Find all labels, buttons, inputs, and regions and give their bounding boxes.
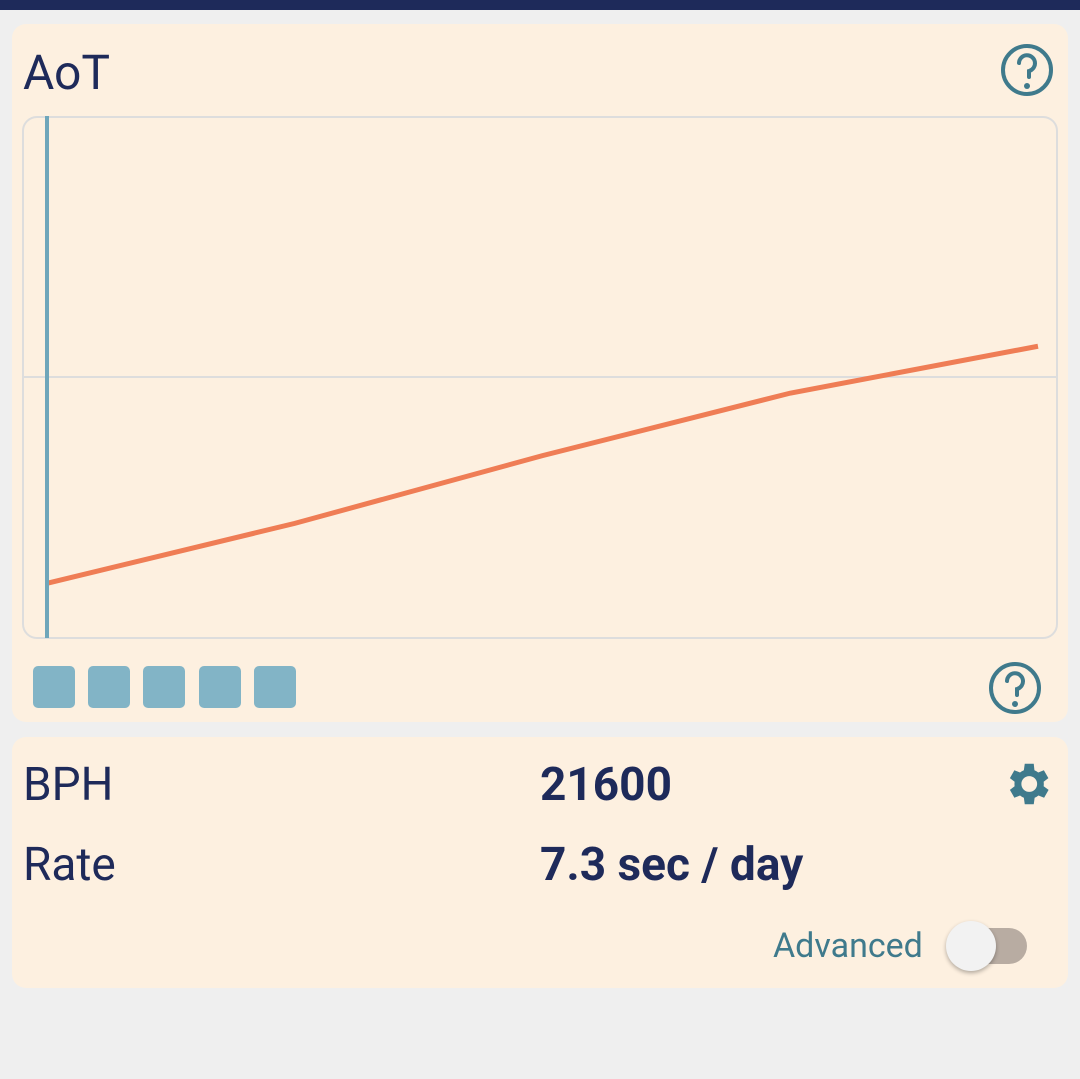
help-icon[interactable] — [989, 662, 1041, 714]
help-dot — [1024, 83, 1030, 89]
help-dot — [1012, 701, 1018, 707]
gear-icon[interactable] — [1000, 757, 1054, 811]
mode-button[interactable] — [33, 666, 75, 708]
mode-button[interactable] — [143, 666, 185, 708]
mode-button[interactable] — [254, 666, 296, 708]
top-bar — [0, 0, 1080, 10]
mode-button[interactable] — [88, 666, 130, 708]
row-label: Rate — [23, 838, 116, 892]
row-value: 21600 — [540, 758, 672, 812]
toggle-label: Advanced — [773, 926, 923, 966]
data-line — [46, 343, 1039, 586]
title: AoT — [23, 44, 111, 101]
row-value: 7.3 sec / day — [540, 838, 804, 892]
mode-button[interactable] — [199, 666, 241, 708]
toggle-knob — [946, 921, 996, 971]
row-label: BPH — [23, 758, 114, 812]
help-icon[interactable] — [1001, 44, 1053, 96]
settings-card — [12, 737, 1068, 988]
